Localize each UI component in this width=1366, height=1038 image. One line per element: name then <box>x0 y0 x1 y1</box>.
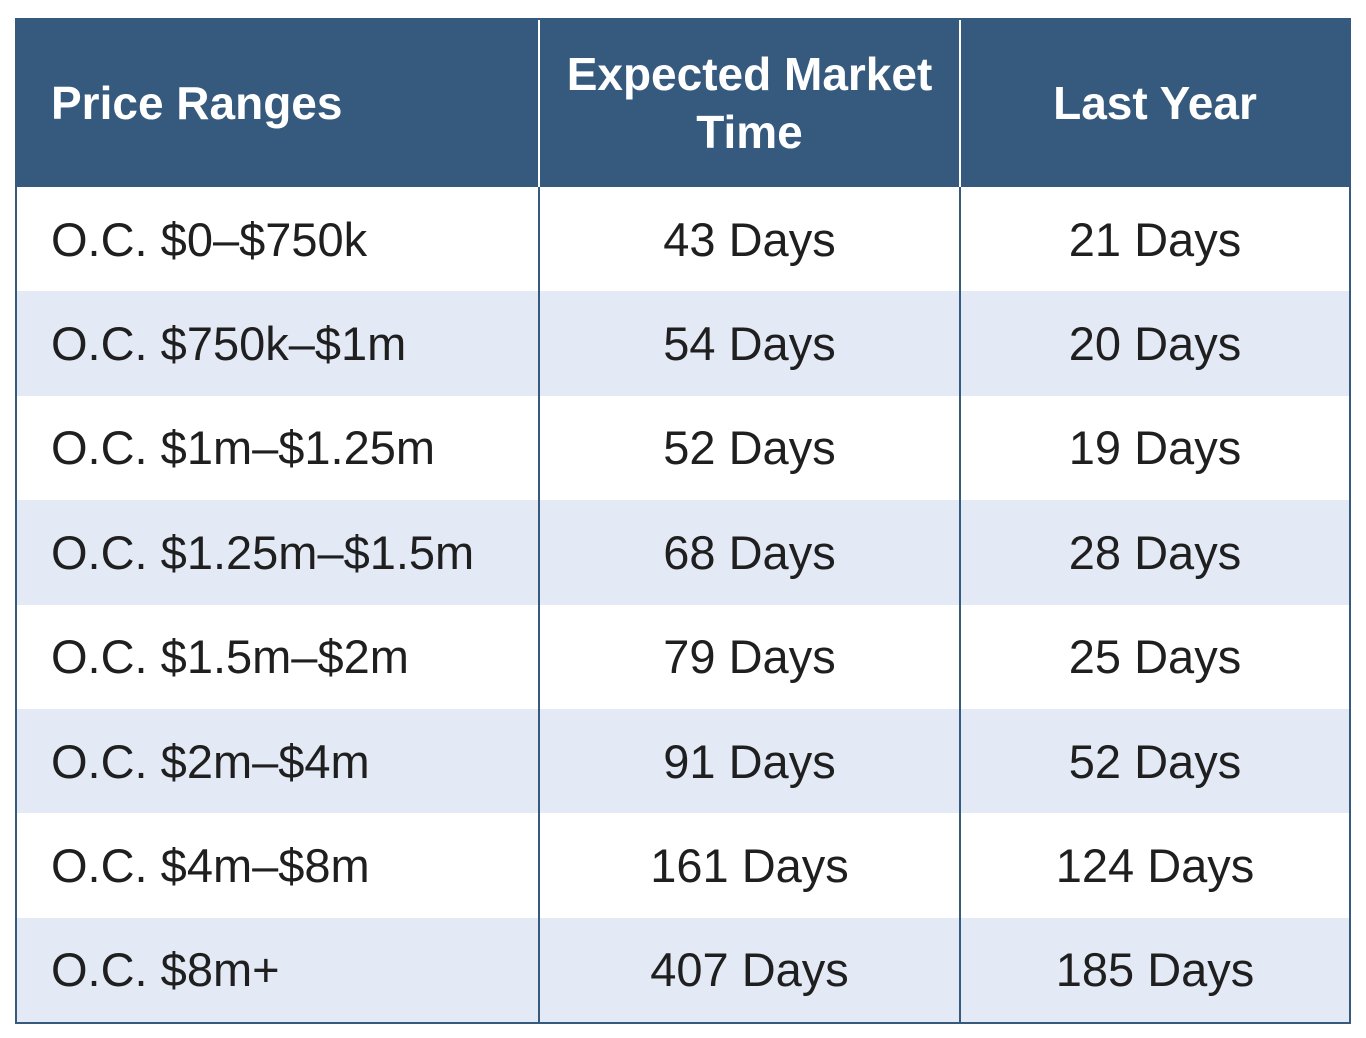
table-cell-expected-market-time: 161 Days <box>538 813 959 918</box>
table-cell-expected-market-time: 43 Days <box>538 187 959 292</box>
header-last-year: Last Year <box>959 20 1349 187</box>
table-cell-price-range: O.C. $8m+ <box>17 917 538 1022</box>
market-time-table: Price Ranges Expected Market Time Last Y… <box>15 18 1351 1024</box>
table-cell-expected-market-time: 52 Days <box>538 395 959 501</box>
header-price-ranges: Price Ranges <box>17 20 538 187</box>
table-cell-expected-market-time: 79 Days <box>538 604 959 709</box>
header-expected-market-time: Expected Market Time <box>538 20 959 187</box>
table-cell-last-year: 20 Days <box>959 291 1349 396</box>
table-cell-price-range: O.C. $1.5m–$2m <box>17 604 538 709</box>
table-cell-price-range: O.C. $1m–$1.25m <box>17 395 538 501</box>
table-cell-expected-market-time: 91 Days <box>538 708 959 814</box>
table-cell-last-year: 124 Days <box>959 813 1349 918</box>
table-cell-price-range: O.C. $2m–$4m <box>17 708 538 814</box>
table-cell-last-year: 19 Days <box>959 395 1349 501</box>
table-cell-last-year: 28 Days <box>959 500 1349 605</box>
table-cell-price-range: O.C. $750k–$1m <box>17 291 538 396</box>
table-cell-last-year: 185 Days <box>959 917 1349 1022</box>
table-cell-last-year: 25 Days <box>959 604 1349 709</box>
table-cell-last-year: 21 Days <box>959 187 1349 292</box>
table-cell-expected-market-time: 68 Days <box>538 500 959 605</box>
table-cell-price-range: O.C. $0–$750k <box>17 187 538 292</box>
table-cell-price-range: O.C. $4m–$8m <box>17 813 538 918</box>
table-grid: Price Ranges Expected Market Time Last Y… <box>17 20 1349 1022</box>
table-cell-expected-market-time: 54 Days <box>538 291 959 396</box>
table-cell-expected-market-time: 407 Days <box>538 917 959 1022</box>
table-cell-last-year: 52 Days <box>959 708 1349 814</box>
table-cell-price-range: O.C. $1.25m–$1.5m <box>17 500 538 605</box>
